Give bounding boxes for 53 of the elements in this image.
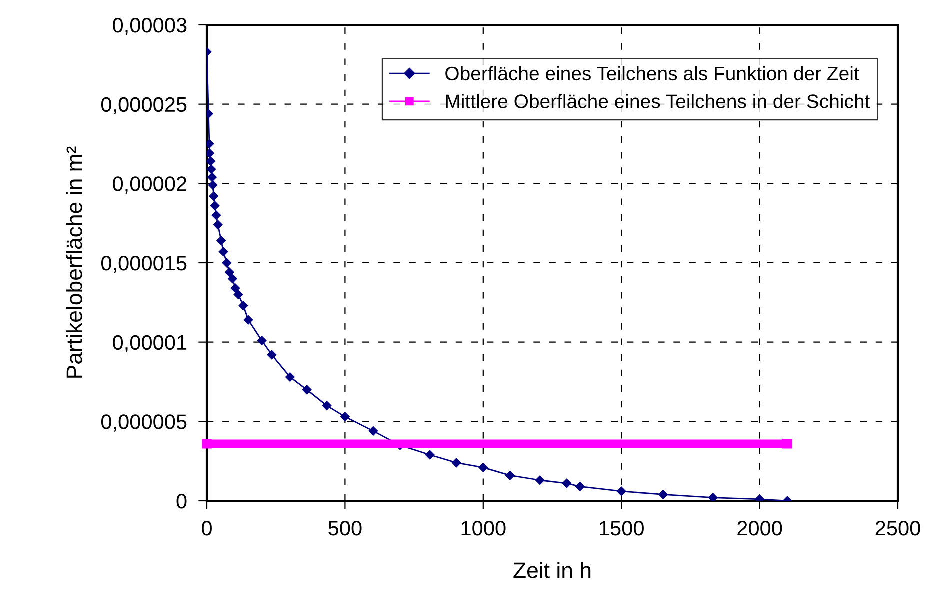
point [452,458,462,468]
point [208,180,218,190]
x-tick-label: 2000 [738,520,782,536]
point [228,274,238,284]
point [208,172,217,182]
point [708,493,718,501]
point [535,476,545,485]
point [244,315,254,325]
point [576,482,585,492]
point [230,284,240,294]
point [506,470,515,480]
point [267,350,277,360]
point [616,486,626,496]
x-tick-label: 500 [328,520,362,536]
point [207,156,216,166]
point [210,201,220,211]
point [212,210,222,220]
x-tick-label: 1000 [462,520,506,536]
y-axis-title: Partikeloberfläche in m² [66,146,82,378]
point [222,258,232,268]
legend-label: Oberfläche eines Teilchens als Funktion der Zeit [446,66,860,81]
point [286,372,295,382]
point [257,336,267,346]
y-tick-label: 0,000025 [101,97,187,115]
point [238,301,248,310]
y-tick-label: 0,00003 [113,18,187,36]
point [225,268,234,278]
y-tick-label: 0,000015 [101,256,187,274]
x-tick-label: 1500 [600,520,644,536]
point [202,439,212,449]
point [658,490,668,500]
point [425,450,435,460]
point [562,478,572,488]
point [302,385,312,395]
x-tick-label: 0 [202,520,212,536]
point [213,220,223,230]
y-tick-label: 0,000005 [101,414,187,432]
point [209,192,219,201]
x-axis-title: Zeit in h [514,562,591,578]
point [322,401,332,410]
x-tick-label: 2500 [876,520,920,536]
legend-label: Mittlere Oberfläche eines Teilchens in der Schicht [446,94,870,108]
point [234,290,244,300]
y-tick-label: 0,00001 [113,335,187,353]
point [340,412,350,422]
y-tick-label: 0,00002 [113,176,187,194]
point [207,164,216,174]
point [782,439,792,449]
y-tick-label: 0 [176,494,187,509]
point [218,247,228,257]
point [478,463,488,472]
point [368,426,378,436]
point [216,236,226,246]
